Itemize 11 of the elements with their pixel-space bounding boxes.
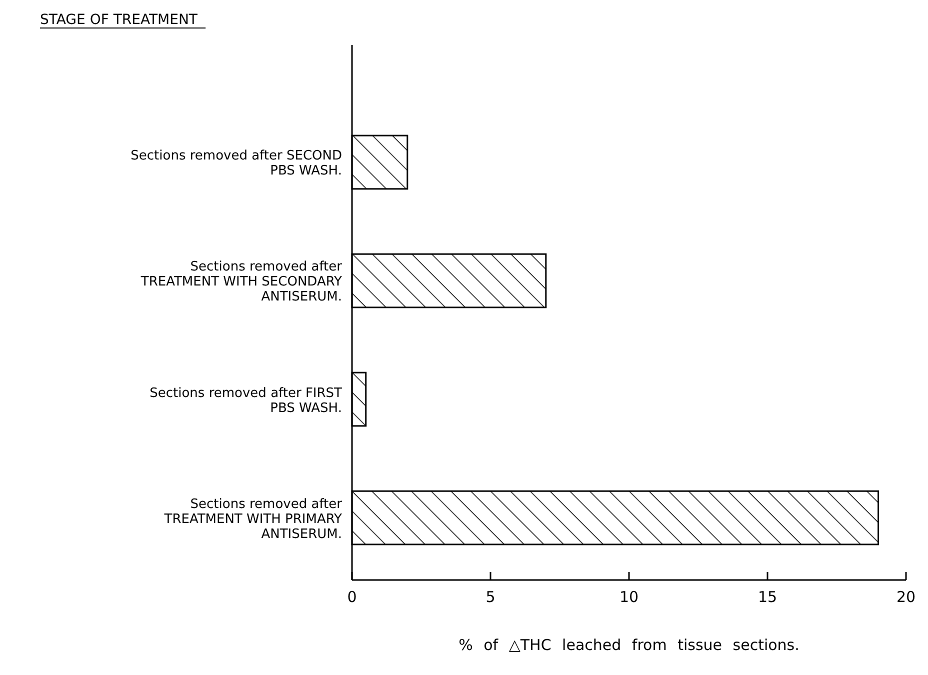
x-axis-title: % of △THC leached from tissue sections. [458,636,800,654]
y-tick-label: Sections removed after SECOND PBS WASH. [130,148,342,179]
y-tick-label: Sections removed after TREATMENT WITH PRIMARY ANTISERUM. [163,496,343,542]
x-tick-label: 5 [486,588,496,606]
x-tick-label: 0 [347,588,357,606]
x-tick-label: 15 [758,588,778,606]
x-tick-label: 10 [619,588,639,606]
y-tick-label: Sections removed after TREATMENT WITH SECONDARY ANTISERUM. [140,260,343,305]
y-tick-label: Sections removed after FIRST PBS WASH. [150,386,342,416]
text: STAGE OF TREATMENT [40,12,198,28]
x-tick-label: 20 [896,588,916,606]
